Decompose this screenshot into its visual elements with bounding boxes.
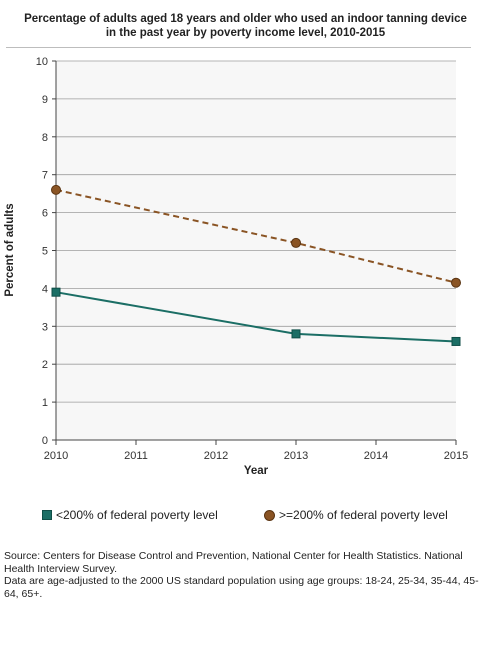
x-tick-label: 2015 — [444, 450, 468, 462]
chart-legend: <200% of federal poverty level >=200% of… — [0, 508, 491, 524]
y-tick-label: 4 — [42, 283, 48, 295]
chart-footer: Source: Centers for Disease Control and … — [4, 550, 488, 600]
x-tick-label: 2011 — [124, 450, 148, 462]
y-tick-label: 8 — [42, 132, 48, 144]
legend-item-at-or-above-200: >=200% of federal poverty level — [264, 508, 448, 522]
y-tick-label: 1 — [42, 397, 48, 409]
data-point-series-1-2013 — [291, 237, 301, 248]
square-marker-icon — [42, 510, 52, 520]
gridlines — [56, 60, 456, 403]
y-tick-label: 0 — [42, 435, 48, 447]
data-point-series-1-2015 — [451, 277, 461, 288]
y-tick-label: 7 — [42, 170, 48, 182]
x-axis-label: Year — [244, 465, 269, 477]
y-tick-label: 5 — [42, 246, 48, 258]
x-tick-label: 2014 — [364, 450, 388, 462]
x-tick-label: 2012 — [204, 450, 228, 462]
legend-label-below-200: <200% of federal poverty level — [56, 508, 218, 522]
chart-title: Percentage of adults aged 18 years and o… — [24, 13, 467, 39]
circle-marker-icon — [264, 509, 275, 521]
series-layer — [51, 184, 461, 346]
y-tick-label: 3 — [42, 321, 48, 333]
y-tick-label: 10 — [36, 56, 48, 68]
y-tick-label: 9 — [42, 94, 48, 106]
source-note: Source: Centers for Disease Control and … — [4, 550, 463, 575]
y-tick-label: 6 — [42, 208, 48, 220]
data-note: Data are age-adjusted to the 2000 US sta… — [4, 575, 479, 600]
y-tick-label: 2 — [42, 359, 48, 371]
line-chart: 0 1 2 3 4 5 6 7 8 9 10 2010 2011 2012 2013 2014 2015 Per… — [4, 56, 468, 477]
data-point-series-0-2013 — [291, 329, 301, 339]
data-point-series-0-2015 — [451, 336, 461, 346]
title-divider — [6, 47, 471, 48]
data-point-series-0-2010 — [51, 287, 61, 297]
legend-item-below-200: <200% of federal poverty level — [42, 508, 218, 522]
x-tick-label: 2013 — [284, 450, 308, 462]
legend-label-at-or-above-200: >=200% of federal poverty level — [279, 508, 448, 522]
data-point-series-1-2010 — [51, 184, 61, 195]
y-axis-label: Percent of adults — [4, 203, 16, 296]
x-tick-label: 2010 — [44, 450, 68, 462]
